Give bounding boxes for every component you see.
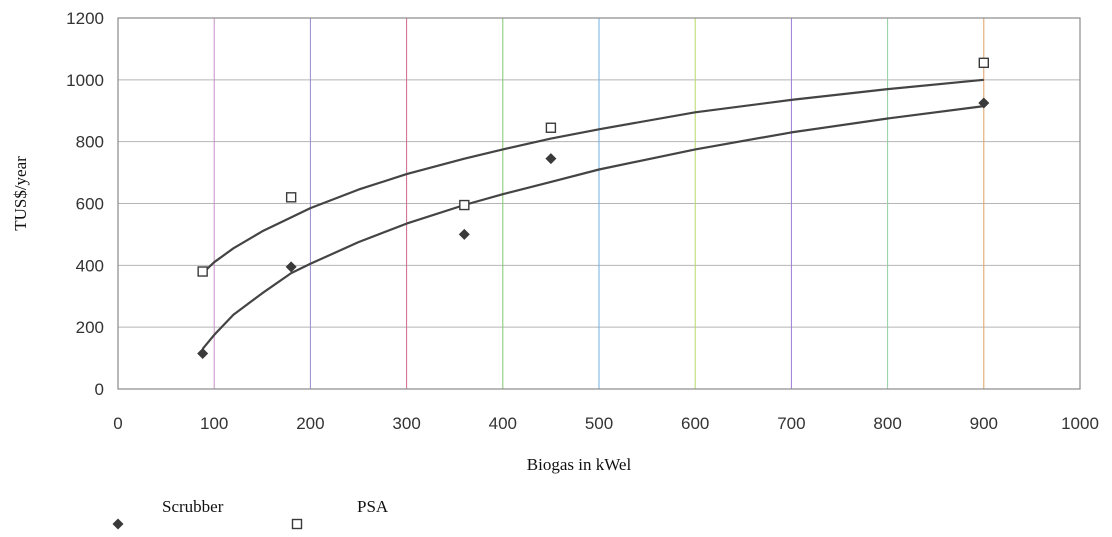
marker-psa (285, 192, 297, 203)
legend-marker-psa (291, 518, 303, 530)
y-tick-label: 400 (76, 256, 104, 275)
plot-frame (117, 17, 1081, 390)
trend-line-psa (201, 78, 984, 274)
x-tick-label: 1000 (1061, 414, 1099, 433)
x-tick-label: 0 (113, 414, 122, 433)
legend: Scrubber PSA (112, 497, 389, 530)
marker-scrubber (978, 97, 990, 109)
x-tick-label: 900 (970, 414, 998, 433)
y-tick-label: 600 (76, 195, 104, 214)
legend-label-scrubber: Scrubber (162, 497, 224, 516)
marker-scrubber (545, 153, 557, 165)
data-markers (197, 57, 990, 359)
x-tick-label: 200 (296, 414, 324, 433)
marker-psa (197, 266, 208, 277)
marker-psa (459, 199, 470, 211)
x-tick-label: 400 (489, 414, 517, 433)
x-tick-label: 500 (585, 414, 613, 433)
x-tick-label: 300 (392, 414, 420, 433)
marker-psa (978, 57, 989, 69)
marker-psa (545, 122, 557, 133)
y-tick-label: 800 (76, 133, 104, 152)
x-tick-label: 700 (777, 414, 805, 433)
y-tick-label: 0 (95, 380, 104, 399)
marker-scrubber (285, 261, 297, 273)
y-tick-label: 1000 (66, 71, 104, 90)
x-tick-label: 800 (873, 414, 901, 433)
tick-labels: 0 200 400 600 800 1000 1200 0 100 200 300 400 500 600… (66, 9, 1099, 433)
trend-line-scrubber (201, 105, 984, 350)
x-tick-label: 600 (681, 414, 709, 433)
trend-lines (201, 78, 984, 350)
x-tick-label: 100 (200, 414, 228, 433)
grid (118, 17, 1080, 389)
x-axis-title: Biogas in kWel (527, 455, 632, 474)
legend-marker-scrubber (112, 518, 124, 530)
y-tick-label: 1200 (66, 9, 104, 28)
y-tick-label: 200 (76, 318, 104, 337)
y-axis-title: TUS$/year (11, 156, 30, 231)
marker-scrubber (458, 228, 470, 240)
legend-label-psa: PSA (357, 497, 389, 516)
marker-scrubber (197, 347, 209, 359)
